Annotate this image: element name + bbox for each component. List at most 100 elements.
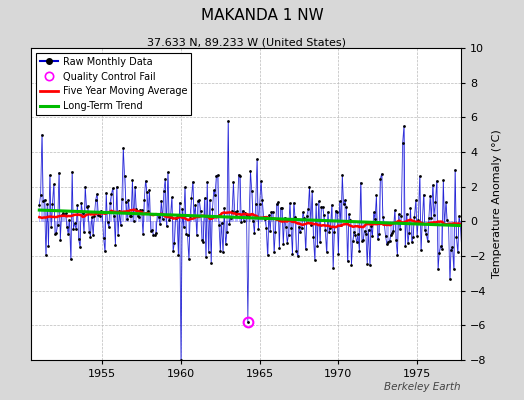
Point xyxy=(432,178,441,184)
Point xyxy=(423,238,432,244)
Point xyxy=(162,223,171,230)
Point xyxy=(152,230,160,236)
Point xyxy=(81,183,90,190)
Point xyxy=(257,178,265,184)
Point xyxy=(402,210,411,217)
Point xyxy=(317,204,325,210)
Point xyxy=(169,248,177,254)
Point xyxy=(93,191,101,197)
Point xyxy=(395,211,403,218)
Point xyxy=(158,216,167,222)
Point xyxy=(147,228,155,234)
Point xyxy=(37,192,45,198)
Point xyxy=(248,188,256,194)
Point xyxy=(434,266,442,272)
Point xyxy=(448,244,456,250)
Point xyxy=(59,210,67,216)
Point xyxy=(253,156,261,162)
Point xyxy=(187,195,195,202)
Point xyxy=(305,184,314,190)
Point xyxy=(397,212,406,219)
Point xyxy=(67,256,75,262)
Point xyxy=(208,206,216,213)
Point xyxy=(178,206,187,212)
Point xyxy=(79,210,87,216)
Point xyxy=(173,214,181,220)
Point xyxy=(358,238,366,244)
Point xyxy=(198,236,206,243)
Point xyxy=(332,208,340,214)
Point xyxy=(435,249,443,256)
Point xyxy=(309,234,318,240)
Point xyxy=(264,251,272,258)
Point xyxy=(189,178,197,185)
Point xyxy=(73,202,82,208)
Point xyxy=(383,241,391,247)
Point xyxy=(453,249,462,255)
Point xyxy=(102,189,111,196)
Point xyxy=(126,212,134,219)
Point xyxy=(136,206,145,213)
Point xyxy=(241,209,249,216)
Point xyxy=(183,232,192,239)
Point xyxy=(100,234,108,241)
Point xyxy=(246,168,255,174)
Point xyxy=(139,231,147,237)
Point xyxy=(401,243,409,250)
Point xyxy=(410,214,419,221)
Point xyxy=(312,201,320,207)
Point xyxy=(219,249,227,255)
Point xyxy=(262,224,270,231)
Point xyxy=(92,196,100,203)
Point xyxy=(97,208,105,214)
Point xyxy=(371,216,379,222)
Point xyxy=(424,214,433,221)
Point xyxy=(293,252,302,259)
Point xyxy=(66,217,74,223)
Point xyxy=(56,237,64,243)
Point xyxy=(313,242,322,249)
Point xyxy=(455,213,463,219)
Point xyxy=(155,214,163,221)
Point xyxy=(445,276,454,282)
Point xyxy=(275,244,283,251)
Point xyxy=(258,196,267,203)
Point xyxy=(184,256,193,262)
Point xyxy=(290,200,298,206)
Point xyxy=(330,229,339,235)
Point xyxy=(372,192,380,198)
Point xyxy=(137,207,146,213)
Point xyxy=(452,234,461,240)
Point xyxy=(279,241,288,247)
Point xyxy=(390,207,399,214)
Point xyxy=(369,209,378,216)
Point xyxy=(88,214,96,220)
Point xyxy=(190,213,198,220)
Point xyxy=(287,225,296,231)
Point xyxy=(319,204,327,210)
Point xyxy=(106,200,114,206)
Point xyxy=(265,212,273,219)
Point xyxy=(176,200,184,206)
Point xyxy=(161,176,169,182)
Point xyxy=(376,176,385,182)
Point xyxy=(267,209,276,215)
Point xyxy=(231,209,239,216)
Point xyxy=(234,171,243,178)
Point xyxy=(160,188,168,194)
Text: MAKANDA 1 NW: MAKANDA 1 NW xyxy=(201,8,323,23)
Point xyxy=(171,215,180,221)
Point xyxy=(63,224,71,230)
Point xyxy=(86,234,95,240)
Point xyxy=(384,238,392,245)
Point xyxy=(163,169,172,175)
Point xyxy=(232,210,240,217)
Point xyxy=(321,226,330,233)
Point xyxy=(123,216,132,223)
Point xyxy=(68,168,77,175)
Point xyxy=(266,227,275,234)
Point xyxy=(226,214,235,221)
Point xyxy=(202,253,210,260)
Point xyxy=(443,217,451,223)
Point xyxy=(52,230,61,236)
